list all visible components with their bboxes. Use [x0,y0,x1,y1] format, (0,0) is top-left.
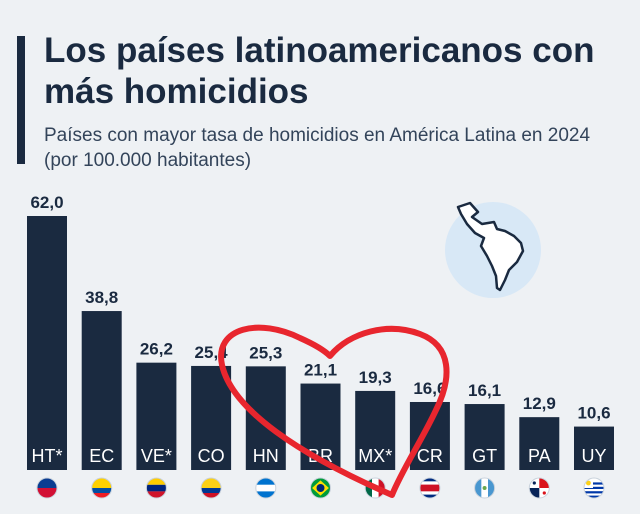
category-label-ve: VE* [141,446,172,466]
category-label-mx: MX* [358,446,392,466]
category-label-ht: HT* [32,446,63,466]
bar-mx [355,390,396,470]
bar-gt [464,404,505,470]
honduras-flag-icon [255,478,276,498]
bar-ve [136,362,177,470]
bar-ec [81,311,122,470]
bar-hn [245,366,286,470]
venezuela-flag-icon [146,478,167,498]
bar-uy [574,426,614,470]
category-label-ec: EC [89,446,114,466]
value-label-ec: 38,8 [85,288,118,307]
value-label-pa: 12,9 [523,394,556,413]
brazil-flag-icon [310,478,331,498]
bar-ht [27,216,67,470]
category-label-uy: UY [581,446,606,466]
value-label-cr: 16,6 [413,379,446,398]
category-label-co: CO [198,446,225,466]
title-accent-bar [17,36,25,164]
panama-flag-icon [529,478,550,498]
category-label-gt: GT [472,446,497,466]
colombia-flag-icon [201,478,222,498]
value-label-ve: 26,2 [140,340,173,359]
value-label-br: 21,1 [304,361,337,380]
category-label-hn: HN [253,446,279,466]
haiti-flag-icon [37,478,57,498]
uruguay-flag-icon [584,478,604,498]
ecuador-flag-icon [91,478,112,498]
chart-subtitle: Países con mayor tasa de homicidios en A… [44,125,591,171]
guatemala-flag-icon [474,478,495,498]
value-label-ht: 62,0 [30,193,63,212]
category-label-cr: CR [417,446,443,466]
heart-doodle [218,324,450,498]
bar-pa [519,417,560,470]
value-label-uy: 10,6 [577,404,610,423]
bar-cr [409,401,450,470]
value-label-mx: 19,3 [359,368,392,387]
latin-america-map-icon [445,201,541,298]
value-label-hn: 25,3 [249,343,282,362]
category-label-pa: PA [528,446,551,466]
costa-rica-flag-icon [419,478,440,498]
chart-title: Los países latinoamericanos con más homi… [44,31,595,111]
value-label-gt: 16,1 [468,381,501,400]
bar-co [191,365,232,470]
